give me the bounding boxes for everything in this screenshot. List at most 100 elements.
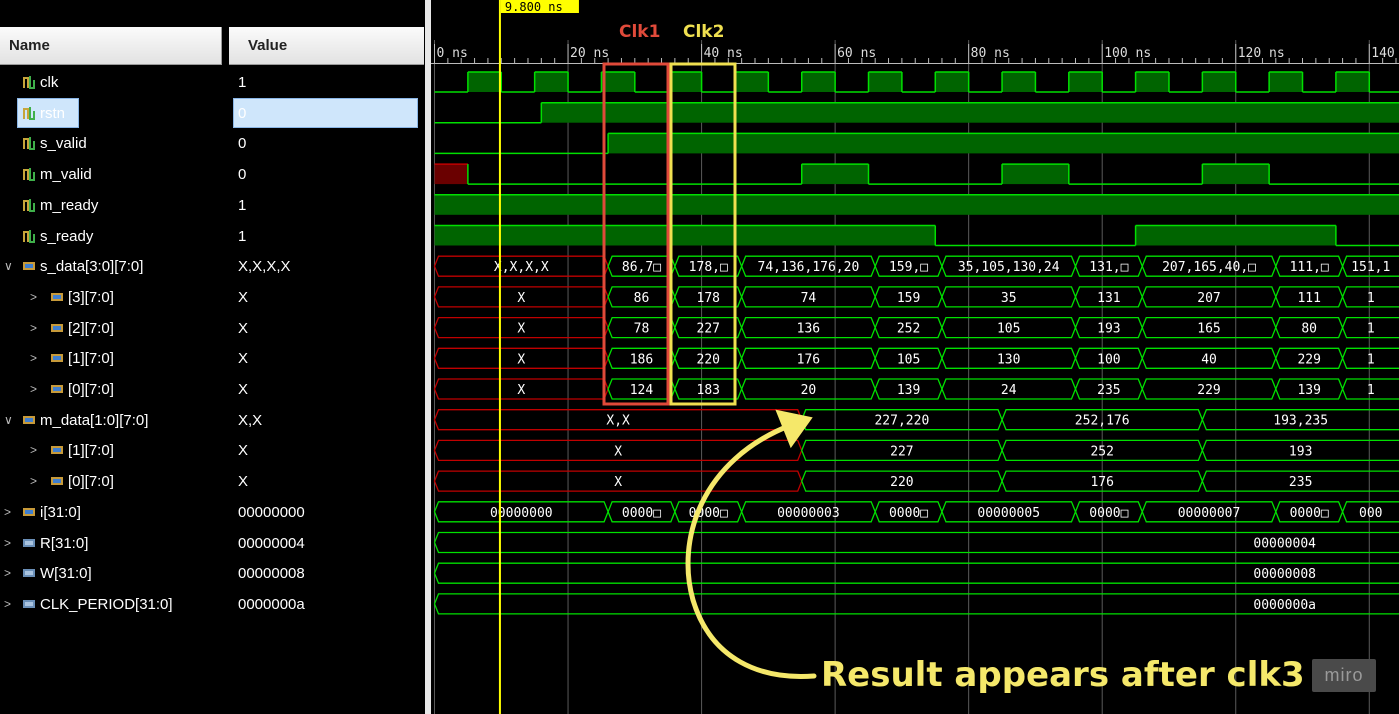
clk-wave-high [534,72,569,92]
clk2-highlight-box [669,62,737,406]
bus-signal-icon [50,437,64,455]
waveform-canvas[interactable]: 0 ns 20 ns 40 ns 60 ns 80 ns 100 ns 120 ns 140X… [431,0,1399,714]
column-separator[interactable] [222,27,229,714]
clk-wave-high [1335,72,1370,92]
signal-row[interactable]: > [3][7:0] X [0,282,425,313]
signal-value: 00000004 [238,534,305,552]
bus-signal-icon [50,315,64,332]
s3-bus-value: X [517,291,525,306]
signal-name: rstn [40,104,66,122]
bit-signal-icon [22,192,36,212]
i-bus-value: 0000□ [889,506,928,521]
chevron-right-icon[interactable]: > [30,382,38,396]
chevron-right-icon[interactable]: > [30,351,38,366]
s0-bus-value: 124 [630,383,654,398]
s3-bus-value: 74 [801,291,817,306]
bus-signal-icon [50,284,64,301]
bus-signal-icon [50,468,64,486]
signal-name: [3][7:0] [68,288,114,306]
s1-bus-value: 229 [1297,352,1320,367]
clk-wave-high [935,72,969,92]
i-bus-value: 00000000 [490,506,553,521]
chevron-right-icon[interactable]: > [4,504,12,519]
chevron-right-icon[interactable]: > [4,566,12,581]
param-value: 0000000a [1253,598,1316,613]
s-data-bus-segment [1341,255,1399,277]
chevron-right-icon[interactable]: > [4,596,12,611]
panel-divider[interactable] [425,0,431,714]
signal-row[interactable]: > [0][7:0] X [0,374,425,405]
s-valid-wave-high [608,133,1399,154]
chevron-down-icon[interactable]: ∨ [4,412,13,427]
s-data-bus-value: 207,165,40,□ [1162,260,1256,275]
signal-row[interactable]: m_ready 1 [0,190,425,221]
parameter-icon [22,591,36,608]
signal-row[interactable]: rstn 0 [0,98,425,129]
clk-wave-high [1068,72,1103,92]
chevron-right-icon[interactable]: > [30,474,38,489]
signal-value: 1 [238,227,247,245]
s2-bus-value: 80 [1301,322,1317,337]
m-valid-wave-high [1202,164,1270,185]
s-data-bus-value: 111,□ [1290,260,1329,275]
ruler-label: 80 ns [971,46,1010,61]
value-column-header[interactable]: Value [229,27,424,65]
chevron-right-icon[interactable]: > [30,443,38,458]
s2-bus-value: 227 [697,322,720,337]
m0-bus-value: X [614,475,622,490]
signal-name: s_valid [40,135,87,153]
signal-row[interactable]: > R[31:0] 00000004 [0,528,425,559]
parameter-icon [22,560,36,578]
signal-value: X [238,288,249,306]
signal-row[interactable]: > CLK_PERIOD[31:0] 0000000a [0,589,425,620]
signal-name: [0][7:0] [68,473,114,491]
bit-signal-icon [22,161,36,182]
bus-signal-icon [22,499,36,516]
signal-row[interactable]: > [2][7:0] X [0,313,425,344]
m1-bus-value: 252 [1090,444,1113,459]
clk-wave-high [1002,72,1036,92]
signal-row[interactable]: > W[31:0] 00000008 [0,558,425,589]
chevron-right-icon[interactable]: > [30,320,38,335]
chevron-right-icon[interactable]: > [4,535,12,550]
s2-bus-segment [1341,316,1399,339]
s2-bus-value: 105 [997,322,1020,337]
clk1-highlight-box [602,62,670,406]
signal-row[interactable]: s_valid 0 [0,128,425,159]
signal-row[interactable]: m_valid 0 [0,159,425,190]
signal-row[interactable]: ∨ s_data[3:0][7:0] X,X,X,X [0,251,425,282]
bus-signal-icon [22,253,36,271]
s0-bus-value: 20 [801,383,817,398]
signal-value: X [238,442,249,460]
s3-bus-value: 111 [1297,291,1320,306]
bus-signal-icon [22,407,36,424]
s1-bus-value: 220 [697,352,720,367]
signal-name: [1][7:0] [68,350,114,368]
s2-bus-value: 165 [1197,322,1220,337]
m0-bus-value: 235 [1289,475,1312,490]
waveform-panel[interactable]: 0 ns 20 ns 40 ns 60 ns 80 ns 100 ns 120 ns 140 X… [431,0,1399,714]
clk-wave-high [801,72,836,92]
signal-name: i[31:0] [40,503,81,521]
signal-row[interactable]: > [0][7:0] X [0,466,425,497]
signal-list-panel: Name Value clk 1 rstn 0 s_valid 0 m_valid 0 m_re… [0,0,425,714]
signal-row[interactable]: clk 1 [0,67,425,98]
m-valid-wave-high [801,164,869,185]
i-bus-value: 00000005 [977,506,1040,521]
name-column-header[interactable]: Name [0,27,222,65]
signal-row[interactable]: ∨ m_data[1:0][7:0] X,X [0,405,425,436]
signal-value: X,X [238,411,263,429]
s3-bus-value: 178 [697,291,720,306]
signal-value: 00000008 [238,565,305,583]
chevron-right-icon[interactable]: > [30,289,38,304]
s3-bus-value: 86 [634,291,650,306]
s0-bus-value: 24 [1001,383,1017,398]
chevron-down-icon[interactable]: ∨ [4,259,13,274]
signal-row[interactable]: > [1][7:0] X [0,435,425,466]
signal-row[interactable]: > [1][7:0] X [0,343,425,374]
signal-row[interactable]: s_ready 1 [0,221,425,252]
clk-wave-high [1269,72,1303,92]
s3-bus-value: 1 [1367,291,1375,306]
signal-name: [2][7:0] [68,319,114,337]
signal-row[interactable]: > i[31:0] 00000000 [0,497,425,528]
